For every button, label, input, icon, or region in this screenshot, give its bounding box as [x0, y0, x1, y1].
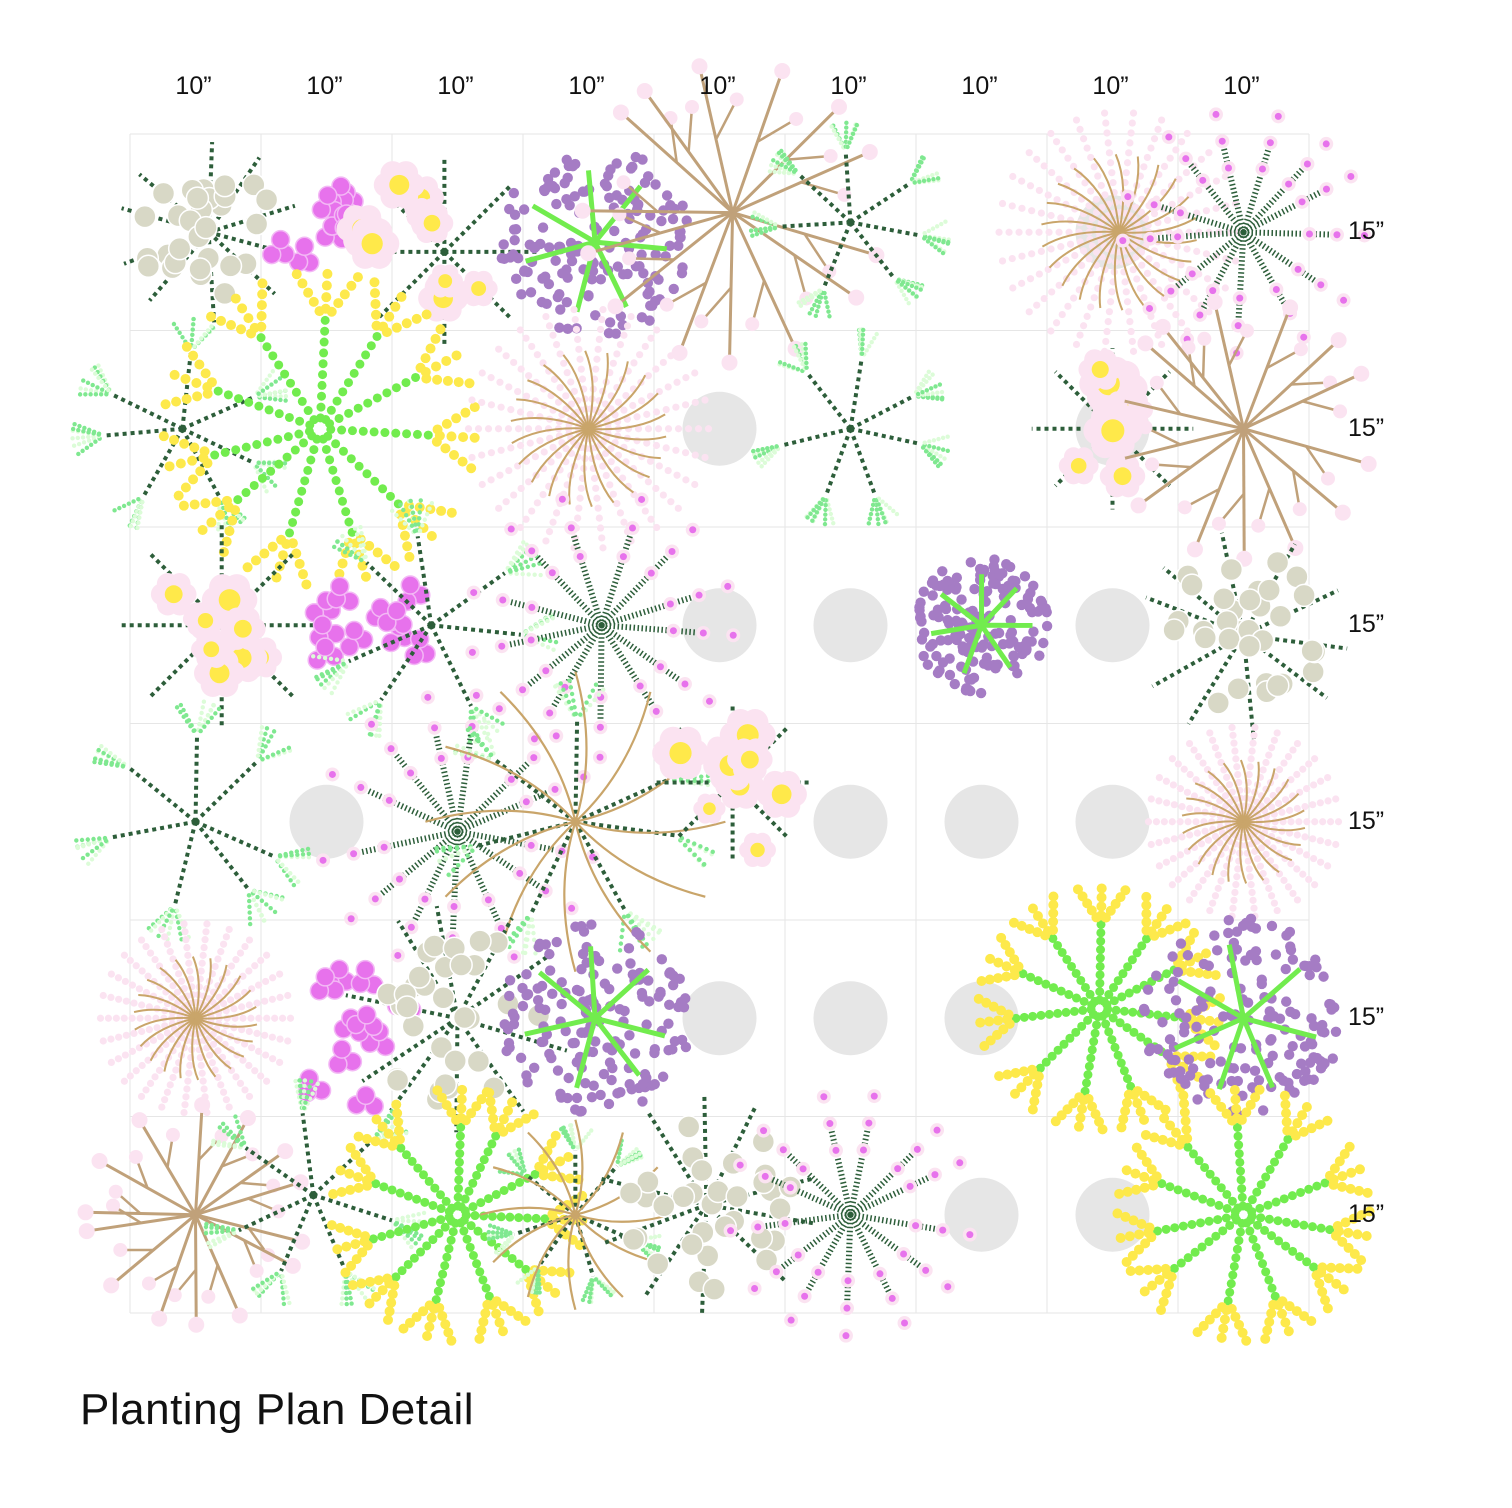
empty-planting-spot — [1075, 588, 1150, 663]
empty-planting-spot — [813, 981, 888, 1056]
pink-branch-plant — [77, 1096, 311, 1333]
seedhead-plant — [121, 141, 297, 323]
pink-burst-plant — [96, 920, 295, 1117]
yellow-star-plant — [1112, 1084, 1375, 1346]
pink-branch-plant — [1108, 293, 1377, 567]
column-width-label: 10” — [699, 72, 736, 100]
empty-planting-spot — [682, 391, 757, 466]
daisy-cluster-plant — [336, 158, 538, 346]
daisy-cluster-plant — [1031, 348, 1194, 510]
pink-burst-plant — [1144, 723, 1343, 920]
yellow-star-plant — [158, 268, 480, 590]
fern-star-plant — [480, 1119, 671, 1311]
seedhead-plant — [599, 1095, 815, 1315]
row-height-label: 15” — [1348, 217, 1385, 246]
column-width-label: 10” — [437, 72, 474, 100]
empty-planting-spot — [1075, 784, 1150, 859]
row-height-label: 15” — [1348, 1199, 1385, 1228]
empty-planting-spot — [944, 784, 1019, 859]
column-width-label: 10” — [306, 72, 343, 100]
fern-plant — [751, 327, 950, 527]
purple-cluster-plant — [496, 151, 692, 339]
empty-planting-spot — [813, 588, 888, 663]
plan-title: Planting Plan Detail — [80, 1385, 475, 1434]
purple-cluster-plant — [499, 919, 692, 1117]
empty-planting-spot — [944, 1177, 1019, 1252]
purple-cluster-plant — [1138, 913, 1342, 1121]
empty-planting-spot — [682, 981, 757, 1056]
column-width-label: 10” — [568, 72, 605, 100]
row-height-label: 15” — [1348, 413, 1385, 442]
pink-burst-plant — [995, 109, 1243, 355]
row-height-label: 15” — [1348, 1003, 1385, 1032]
pink-burst-plant — [464, 306, 713, 552]
row-height-label: 15” — [1348, 806, 1385, 835]
column-width-label: 10” — [830, 72, 867, 100]
yellow-star-plant — [973, 883, 1225, 1135]
purple-cluster-plant — [914, 554, 1053, 699]
spike-flower-plant — [1115, 107, 1372, 361]
empty-planting-spot — [682, 588, 757, 663]
row-height-label: 15” — [1348, 610, 1385, 639]
fern-plant — [748, 120, 951, 319]
spike-flower-plant — [465, 492, 741, 765]
seedhead-plant — [345, 905, 568, 1133]
empty-planting-spot — [813, 784, 888, 859]
fern-star-plant — [425, 671, 726, 973]
magenta-berry-plant — [304, 575, 436, 670]
daisy-cluster-plant — [119, 523, 324, 728]
daisy-cluster-plant — [652, 705, 810, 868]
fern-plant — [74, 699, 312, 942]
column-width-label: 10” — [175, 72, 212, 100]
column-width-label: 10” — [1223, 72, 1260, 100]
column-width-label: 10” — [1092, 72, 1129, 100]
yellow-star-plant — [326, 1084, 588, 1346]
empty-planting-spot — [289, 784, 364, 859]
seedhead-plant — [1145, 532, 1348, 740]
plants — [70, 58, 1377, 1346]
column-width-label: 10” — [961, 72, 998, 100]
spike-flower-plant — [723, 1089, 977, 1343]
